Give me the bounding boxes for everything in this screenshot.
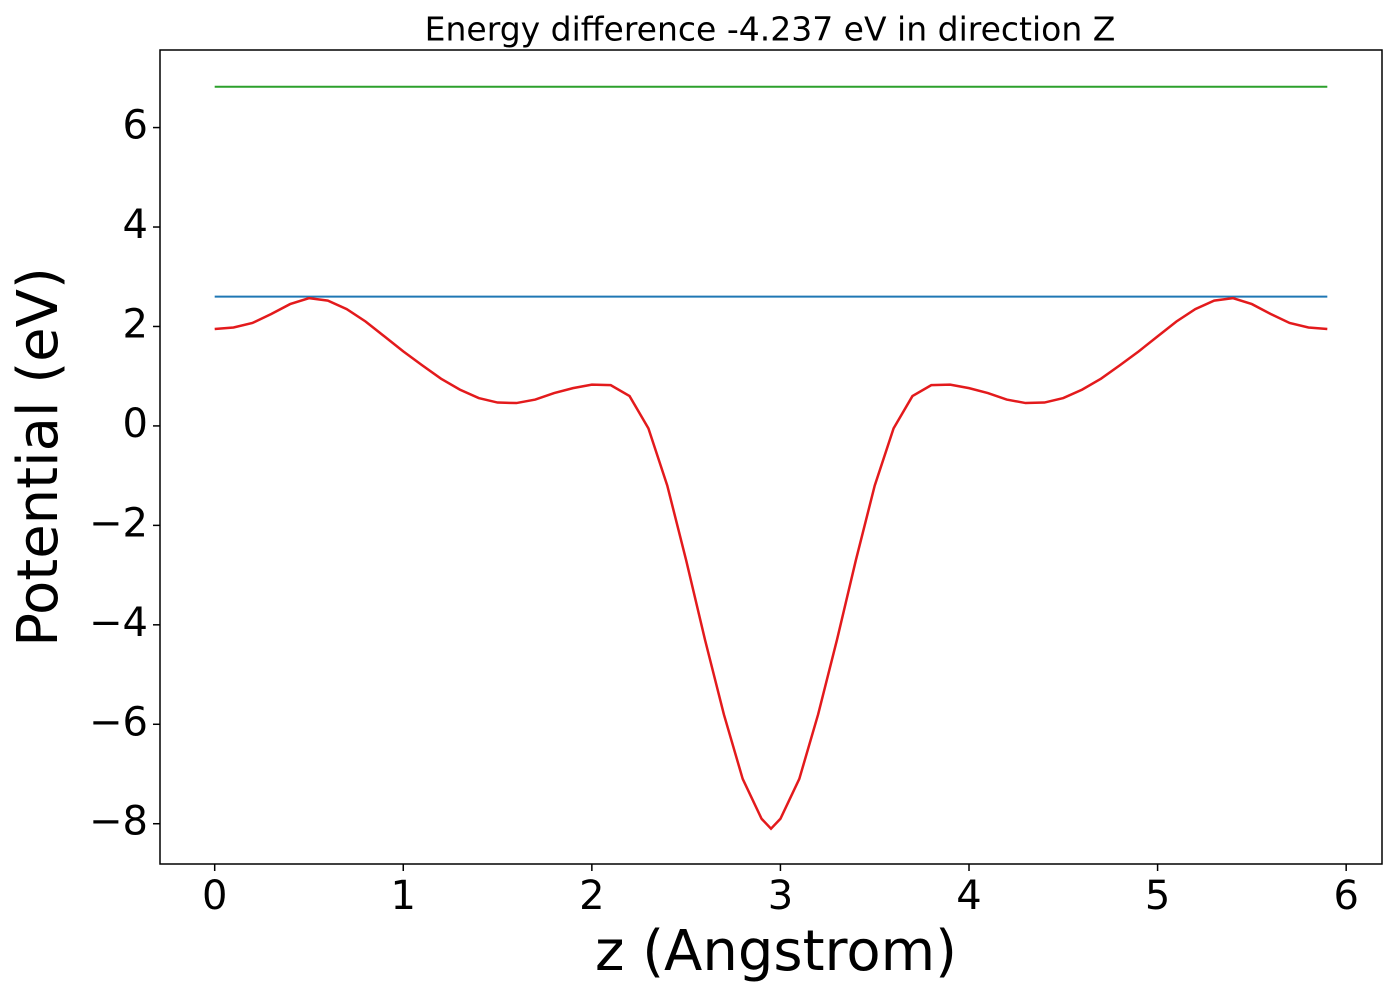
x-axis-label: z (Angstrom) — [595, 919, 957, 984]
y-tick-label: −6 — [89, 699, 148, 745]
plot-frame — [159, 49, 1383, 865]
y-tick-label: −8 — [89, 799, 148, 845]
chart-title: Energy difference -4.237 eV in direction… — [425, 10, 1116, 49]
x-tick-label: 1 — [391, 873, 416, 919]
y-axis-label: Potential (eV) — [6, 267, 71, 647]
x-tick-label: 5 — [1145, 873, 1170, 919]
x-tick-label: 3 — [768, 873, 793, 919]
y-tick-label: −2 — [89, 500, 148, 546]
x-tick-label: 2 — [579, 873, 604, 919]
y-tick-label: −4 — [89, 600, 148, 646]
y-tick-label: 4 — [123, 202, 148, 248]
x-tick-label: 6 — [1333, 873, 1358, 919]
y-tick-label: 2 — [123, 301, 148, 347]
y-tick-label: 0 — [123, 401, 148, 447]
y-tick-label: 6 — [123, 103, 148, 149]
x-tick-label: 4 — [956, 873, 981, 919]
data-line — [214, 296, 1328, 831]
x-tick-label: 0 — [202, 873, 227, 919]
